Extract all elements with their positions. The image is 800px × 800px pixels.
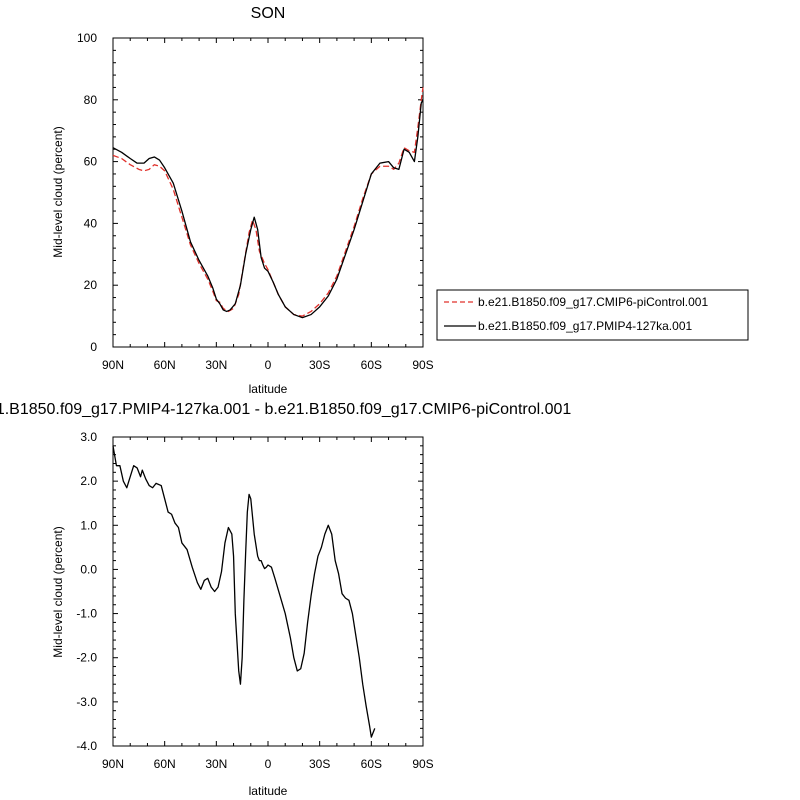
legend-label-127ka: b.e21.B1850.f09_g17.PMIP4-127ka.001	[478, 319, 692, 333]
x-tick-label: 30N	[205, 757, 227, 771]
bottom-panel: b.e21.B1850.f09_g17.PMIP4-127ka.001 - b.…	[0, 401, 571, 798]
y-tick-label: 2.0	[80, 474, 97, 488]
y-tick-label: 1.0	[80, 518, 97, 532]
x-tick-label: 60N	[154, 358, 176, 372]
x-tick-label: 90S	[412, 358, 433, 372]
top-plot-frame	[112, 37, 424, 348]
y-tick-label: 20	[84, 278, 98, 292]
top-panel: SON 90N 60N 30N 0 30S 60S 90S 0 20 40 60 80 100 Mid-…	[51, 5, 749, 396]
x-tick-label: 90N	[102, 358, 124, 372]
x-tick-label: 90N	[102, 757, 124, 771]
y-tick-label: -3.0	[76, 695, 97, 709]
y-tick-label: 40	[84, 216, 98, 230]
series-line-PMIP4-127ka	[112, 99, 424, 319]
x-tick-label: 30N	[205, 358, 227, 372]
x-tick-label: 30S	[309, 358, 330, 372]
x-tick-label: 60S	[361, 757, 382, 771]
y-tick-label: 80	[84, 93, 98, 107]
bottom-y-axis-label: Mid-level cloud (percent)	[51, 526, 65, 657]
y-tick-label: 3.0	[80, 430, 97, 444]
bottom-plot-frame	[112, 436, 424, 747]
top-chart-title: SON	[251, 5, 286, 22]
series-line-difference-0	[112, 445, 376, 738]
top-x-axis-label: latitude	[249, 382, 288, 396]
bottom-x-axis-label: latitude	[249, 784, 288, 798]
y-tick-label: 0	[90, 340, 97, 354]
series-line-CMIP6-piControl	[112, 87, 424, 317]
y-tick-label: 0.0	[80, 562, 97, 576]
y-tick-label: 100	[77, 31, 97, 45]
x-tick-label: 90S	[412, 757, 433, 771]
y-tick-label: 60	[84, 155, 98, 169]
legend-label-picontrol: b.e21.B1850.f09_g17.CMIP6-piControl.001	[478, 295, 708, 309]
x-tick-label: 60S	[361, 358, 382, 372]
top-y-axis-label: Mid-level cloud (percent)	[51, 126, 65, 257]
y-tick-label: -2.0	[76, 651, 97, 665]
x-tick-label: 60N	[154, 757, 176, 771]
x-tick-label: 0	[265, 358, 272, 372]
legend-box	[436, 289, 749, 341]
x-tick-label: 30S	[309, 757, 330, 771]
bottom-chart-title: b.e21.B1850.f09_g17.PMIP4-127ka.001 - b.…	[0, 401, 571, 418]
legend: b.e21.B1850.f09_g17.CMIP6-piControl.001 …	[436, 289, 749, 341]
y-tick-label: -4.0	[76, 739, 97, 753]
y-tick-label: -1.0	[76, 607, 97, 621]
x-tick-label: 0	[265, 757, 272, 771]
